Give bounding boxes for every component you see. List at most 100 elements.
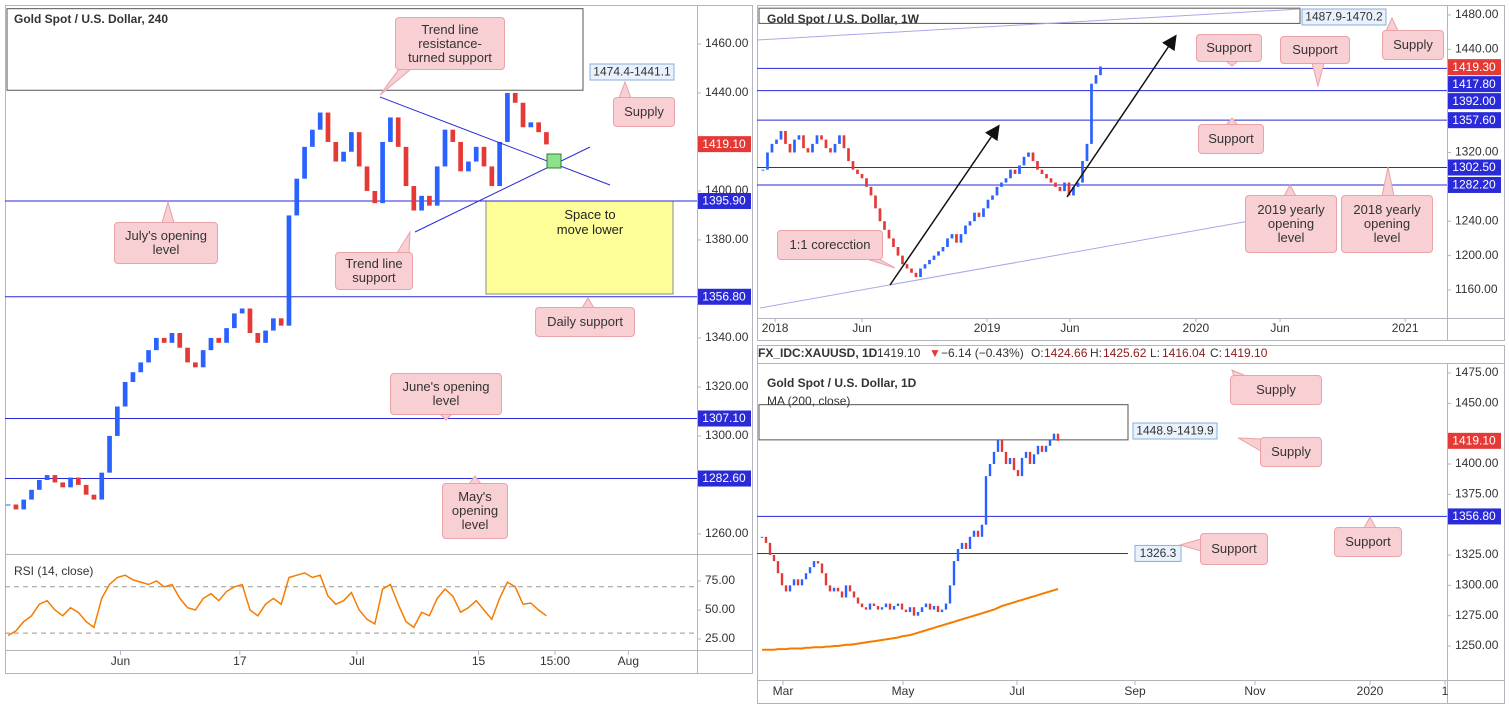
candle	[788, 143, 792, 153]
x-tick-label: 2018	[762, 321, 789, 335]
candle	[878, 208, 882, 222]
candle	[820, 135, 823, 140]
candle	[806, 148, 810, 153]
candle	[847, 148, 850, 162]
candle	[874, 195, 877, 209]
y-tick-label: 1160.00	[1455, 282, 1498, 296]
candle	[224, 328, 229, 343]
zone	[758, 7, 1301, 24]
candle	[764, 536, 768, 543]
price-tag: 1419.10	[702, 137, 746, 151]
zone-label-bg	[1301, 8, 1387, 26]
candle	[883, 221, 886, 230]
candle	[1004, 178, 1008, 183]
y-tick-label: 1300.00	[1455, 578, 1499, 592]
candle	[1040, 169, 1044, 174]
y-tick-label: 1440.00	[1455, 42, 1499, 56]
candle	[161, 337, 167, 343]
candle	[992, 451, 996, 465]
callout-pointer	[866, 258, 896, 269]
callout: June's opening level	[390, 373, 502, 415]
zone-label-bg	[1132, 422, 1218, 440]
candle	[1016, 470, 1020, 477]
indicator-name: MA (200, close)	[767, 394, 850, 408]
ohlc-key: L:	[1150, 346, 1160, 360]
price-tag-bg	[1448, 112, 1501, 129]
candle	[169, 333, 175, 343]
candle	[1028, 451, 1032, 465]
candle	[896, 247, 900, 256]
candle	[976, 530, 980, 537]
zone-label: 1487.9-1470.2	[1305, 10, 1383, 24]
symbol: FX_IDC:XAUUSD, 1D	[758, 346, 878, 360]
candle	[200, 350, 206, 368]
candle	[1036, 445, 1040, 455]
candle	[919, 268, 922, 278]
x-tick-label: 17	[233, 654, 247, 668]
callout-pointer	[618, 80, 632, 99]
candle	[996, 439, 1000, 452]
candle	[932, 255, 936, 260]
price-tag: 1392.00	[1452, 94, 1496, 108]
candle	[932, 605, 936, 610]
callout: Supply	[1230, 375, 1322, 405]
candle	[232, 313, 237, 329]
y-tick-label: 1480.00	[1455, 7, 1499, 21]
candle	[950, 234, 954, 239]
candle	[1044, 445, 1048, 452]
candle	[761, 169, 765, 171]
callout: Daily support	[535, 307, 635, 337]
candle	[924, 603, 928, 608]
y-tick-label: 1340.00	[705, 330, 749, 344]
callout: Support	[1200, 533, 1268, 565]
candle	[793, 139, 796, 153]
candle	[1076, 182, 1080, 187]
x-tick-label: Mar	[773, 684, 794, 698]
callout-pointer	[1237, 437, 1262, 452]
price-tag: 1282.20	[1452, 178, 1496, 192]
candle	[968, 536, 972, 549]
candle	[936, 605, 940, 613]
price-tag: 1419.30	[1452, 60, 1496, 74]
callout: Support	[1196, 34, 1262, 62]
candle	[914, 272, 918, 278]
candle	[852, 591, 856, 598]
candle	[1036, 161, 1039, 170]
candle	[775, 139, 778, 144]
callout: Support	[1198, 124, 1264, 154]
callout: Trend line support	[335, 252, 413, 290]
price-tag: 1302.50	[1452, 160, 1496, 174]
arrow	[1066, 34, 1177, 198]
y-tick-label: 1240.00	[1455, 213, 1499, 227]
candle	[972, 530, 976, 537]
candle	[920, 607, 924, 613]
frames	[5, 5, 1505, 704]
price-tag-bg	[1448, 76, 1501, 93]
y-tick-label: 1460.00	[705, 36, 749, 50]
candle	[905, 264, 909, 269]
candle	[884, 603, 888, 608]
candle	[988, 464, 992, 477]
level-label: 1326.3	[1140, 546, 1177, 560]
callout: Supply	[613, 97, 675, 127]
candle	[122, 382, 128, 407]
candle	[833, 143, 837, 153]
ohlc-value: 1425.62	[1103, 346, 1147, 360]
candle	[489, 166, 495, 187]
price-tag-bg	[698, 136, 751, 153]
callout: 2019 yearly opening level	[1245, 195, 1337, 253]
callout: 1:1 corecction	[777, 230, 883, 260]
y-tick-label: 1380.00	[705, 232, 749, 246]
candle	[1052, 433, 1056, 440]
arrow	[889, 124, 1000, 286]
price-tag: 1356.80	[702, 289, 746, 303]
price-tag-bg	[1448, 159, 1501, 176]
candle	[928, 259, 931, 265]
x-tick-label: Sep	[1124, 684, 1146, 698]
candle	[772, 555, 776, 562]
candle	[780, 573, 784, 586]
candle	[916, 612, 920, 616]
candle	[900, 603, 904, 610]
ohlc-key: C:	[1210, 346, 1222, 360]
candle	[766, 152, 769, 170]
